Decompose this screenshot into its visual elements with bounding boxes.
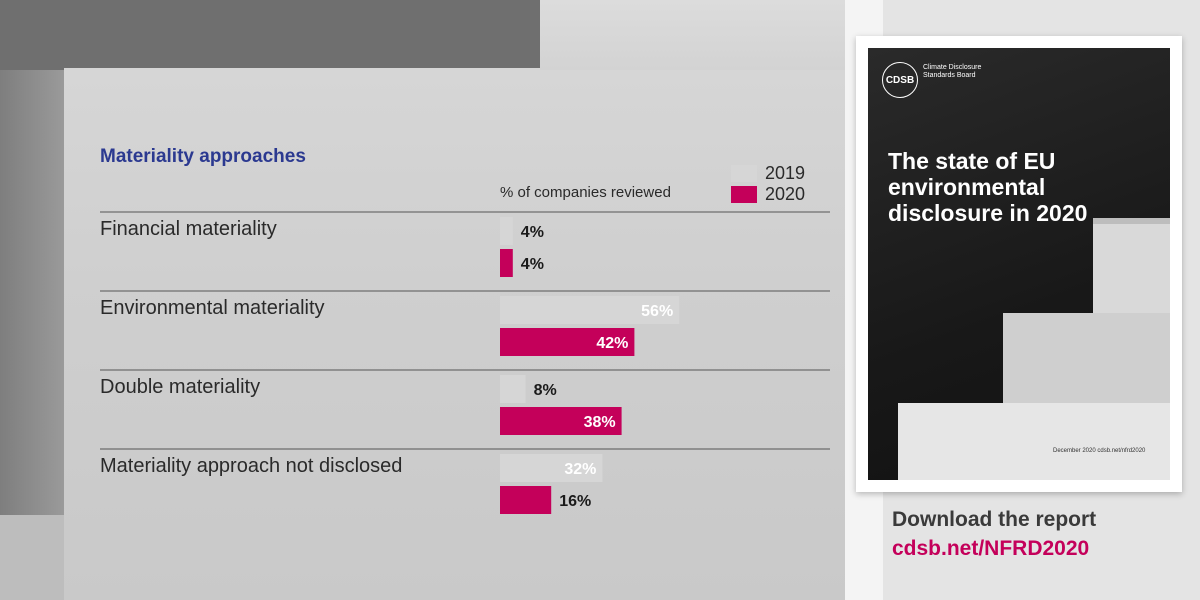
value-label-2020-4: 16% <box>559 493 591 510</box>
bar-2020-4 <box>500 486 552 514</box>
background-concrete-slab <box>64 68 845 600</box>
legend-label-2020: 2020 <box>765 184 806 204</box>
value-label-2020-3: 38% <box>584 414 616 431</box>
report-cover-image: CDSB Climate Disclosure Standards Board … <box>868 48 1170 480</box>
legend-item-2019: 2019 <box>731 163 805 184</box>
category-label: Materiality approach not disclosed <box>100 455 402 477</box>
bar-2019-4 <box>500 454 603 482</box>
category-label: Financial materiality <box>100 218 277 240</box>
legend-item-2020: 2020 <box>731 184 805 205</box>
cover-footer: December 2020 cdsb.net/nfrd2020 <box>1053 448 1146 454</box>
background-shadow-wall <box>0 0 64 600</box>
background-dark-block <box>0 0 540 70</box>
bar-2020-3 <box>500 407 622 435</box>
chart-title: Materiality approaches <box>100 146 306 167</box>
cdsb-logo-icon: CDSB <box>882 62 918 98</box>
category-label: Double materiality <box>100 376 260 398</box>
legend-swatch-2020 <box>731 186 757 203</box>
bar-2020-2 <box>500 328 635 356</box>
legend-label-2019: 2019 <box>765 163 806 183</box>
chart-plot-area: Financial materiality 4% 4% Environmental m… <box>100 211 830 514</box>
download-link[interactable]: cdsb.net/NFRD2020 <box>892 537 1090 560</box>
value-label-2020-2: 42% <box>596 335 628 352</box>
background-bottom-step <box>0 515 64 600</box>
background-photo <box>0 0 845 600</box>
materiality-chart: Materiality approaches % of companies re… <box>100 146 830 514</box>
bar-2020-1 <box>500 249 513 277</box>
report-cover[interactable]: CDSB Climate Disclosure Standards Board … <box>856 36 1182 492</box>
cover-org-name: Climate Disclosure Standards Board <box>923 64 982 79</box>
value-label-2019-4: 32% <box>564 461 596 478</box>
download-label: Download the report <box>892 508 1097 531</box>
cover-title: The state of EU environmental disclosure… <box>888 148 1088 226</box>
bar-2019-3 <box>500 375 526 403</box>
cover-stair-edge <box>1093 218 1170 224</box>
value-label-2019-3: 8% <box>534 382 557 399</box>
value-label-2020-1: 4% <box>521 256 544 273</box>
value-label-2019-2: 56% <box>641 303 673 320</box>
background-concrete-top <box>540 0 845 70</box>
cover-stair-lower <box>898 403 1170 480</box>
legend-swatch-2019 <box>731 165 757 182</box>
category-label: Environmental materiality <box>100 297 325 319</box>
bar-2019-1 <box>500 217 513 245</box>
bar-2019-2 <box>500 296 680 324</box>
value-label-2019-1: 4% <box>521 224 544 241</box>
unit-label: % of companies reviewed <box>500 184 671 201</box>
